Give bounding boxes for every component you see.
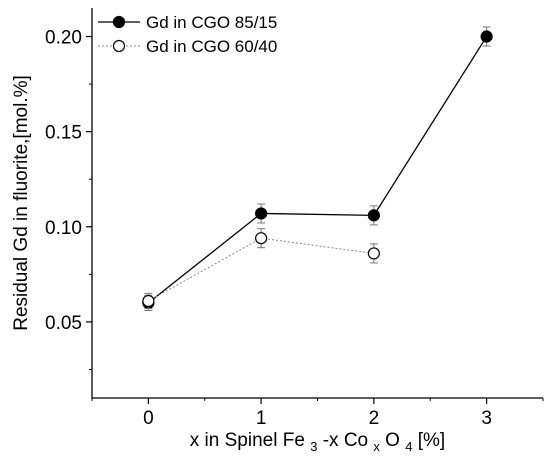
legend-label-gd-60-40: Gd in CGO 60/40	[146, 37, 277, 56]
data-point	[255, 207, 268, 220]
series-0	[142, 26, 493, 311]
data-point	[480, 30, 493, 43]
series-layer	[142, 26, 493, 311]
y-axis-title: Residual Gd in fluorite,[mol.%]	[11, 75, 32, 331]
legend-label-gd-85-15: Gd in CGO 85/15	[146, 13, 277, 32]
x-tick-label: 3	[481, 408, 492, 429]
x-tick-label: 0	[143, 408, 154, 429]
series-line	[147, 36, 488, 304]
x-axis-title-suffix: [%]	[418, 430, 445, 451]
y-tick-label: 0.15	[45, 123, 82, 144]
x-axis-title-sub1: 3	[310, 439, 317, 454]
axes: 0 1 2 3 0.05 0.10 0.15 0.20	[45, 8, 544, 429]
series-1	[142, 228, 380, 310]
x-tick-label: 2	[369, 408, 380, 429]
data-point	[367, 209, 380, 222]
y-tick-label: 0.20	[45, 28, 82, 49]
legend: Gd in CGO 85/15 Gd in CGO 60/40	[98, 13, 277, 56]
x-axis-title-prefix: x in Spinel Fe	[190, 430, 305, 451]
legend-marker-gd-85-15	[112, 15, 126, 29]
legend-marker-gd-60-40	[112, 39, 126, 53]
x-axis-title-elem: Co	[344, 430, 368, 451]
x-tick-label: 1	[256, 408, 267, 429]
x-axis-title-sub2: x	[373, 439, 380, 454]
data-point	[367, 247, 380, 260]
data-point	[142, 294, 155, 308]
x-axis-title-mid1: -x	[323, 430, 339, 451]
x-axis-title: x in Spinel Fe 3 -x Co x O 4 [%]	[190, 430, 445, 456]
y-tick-label: 0.05	[45, 313, 82, 334]
x-axis-title-mid2: O	[385, 430, 400, 451]
data-point	[255, 232, 268, 245]
y-tick-label: 0.10	[45, 218, 82, 239]
x-axis-title-sub3: 4	[405, 439, 412, 454]
